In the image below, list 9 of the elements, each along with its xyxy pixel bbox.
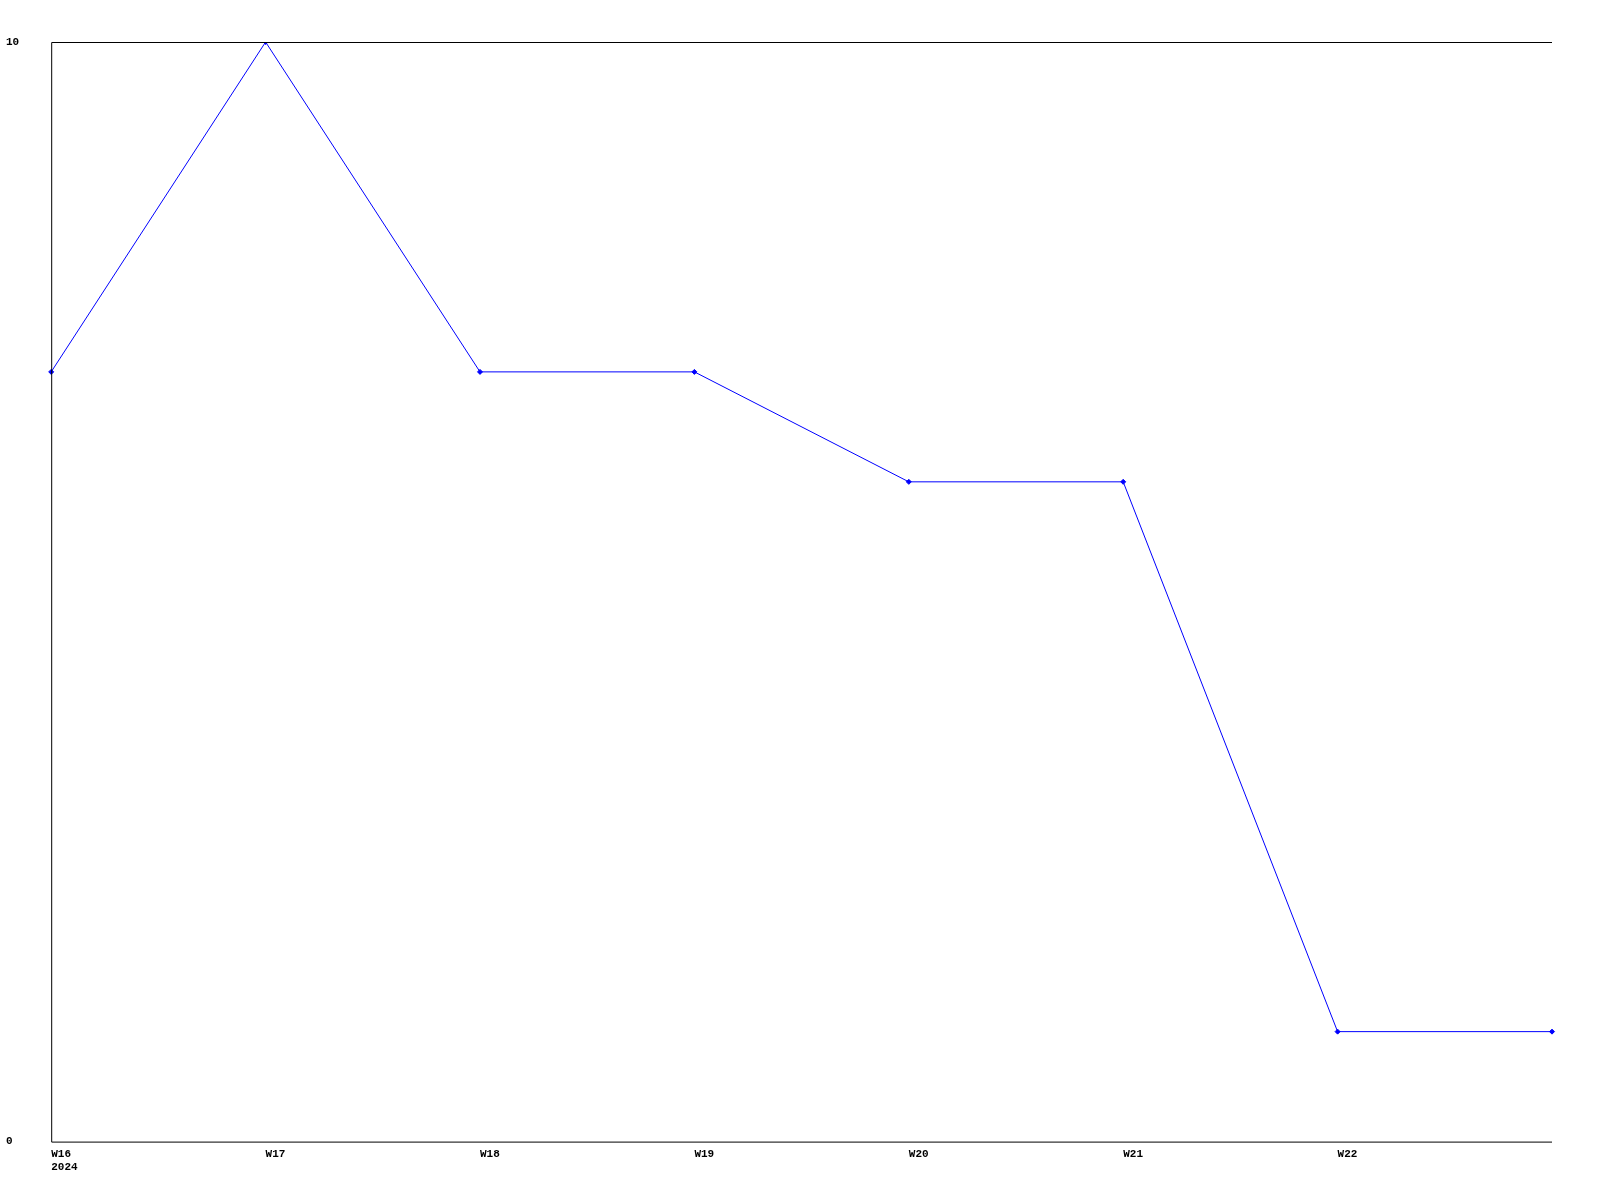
x-tick-label: W17 <box>265 1147 286 1160</box>
x-tick-label: W18 <box>480 1147 501 1160</box>
y-tick-label: 10 <box>6 35 20 48</box>
x-tick-label: W22 <box>1337 1147 1358 1160</box>
y-tick-label: 0 <box>6 1135 13 1148</box>
x-tick-label: W19 <box>694 1147 715 1160</box>
x-tick-label: W21 <box>1123 1147 1144 1160</box>
x-tick-label: W20 <box>908 1147 929 1160</box>
x-tick-label: W16 2024 <box>51 1147 79 1174</box>
